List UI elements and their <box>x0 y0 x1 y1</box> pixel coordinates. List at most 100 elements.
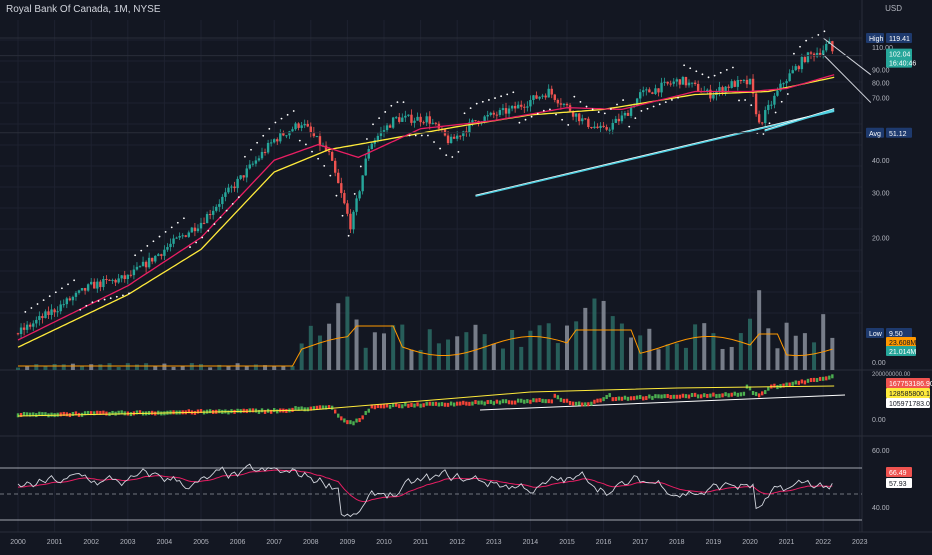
candle-body <box>687 82 691 86</box>
psar-dot <box>183 217 185 220</box>
psar-dot <box>286 113 289 116</box>
sentiment-candle <box>25 412 29 417</box>
psar-dot <box>317 157 320 160</box>
sentiment-candle <box>38 411 41 416</box>
volume-bar <box>308 325 313 370</box>
psar-dot <box>396 101 399 103</box>
candle-body <box>266 142 270 153</box>
sentiment-candle <box>724 392 727 397</box>
candle-body <box>135 266 139 270</box>
psar-dot <box>701 73 704 76</box>
candle-body <box>254 160 258 164</box>
candle-body <box>602 125 605 128</box>
candle-body <box>727 86 730 88</box>
candle-body <box>160 254 163 256</box>
psar-dot <box>433 141 435 143</box>
x-axis-tick: 2012 <box>449 539 465 546</box>
sentiment-candle <box>501 399 505 404</box>
sentiment-candle <box>208 409 212 414</box>
sentiment-candle <box>715 394 718 399</box>
rsi-badge-white: 57.93 <box>889 481 907 488</box>
sentiment-candle <box>773 383 776 388</box>
psar-dot <box>85 304 88 307</box>
volume-bar <box>134 364 139 370</box>
candle-body <box>501 108 505 111</box>
candle-body <box>102 279 105 288</box>
volume-bar <box>683 347 688 370</box>
sentiment-candle <box>761 391 764 396</box>
candle-body <box>239 175 242 179</box>
candle-body <box>492 112 495 115</box>
sentiment-candle <box>105 411 108 416</box>
candle-body <box>767 104 770 111</box>
psar-dot <box>463 112 466 115</box>
sentiment-candle <box>532 398 535 403</box>
volume-bar <box>171 366 176 370</box>
psar-dot <box>158 235 161 238</box>
candle-body <box>349 213 352 230</box>
candle-body <box>596 126 599 128</box>
volume-bar <box>555 343 560 370</box>
sentiment-candle <box>410 402 413 407</box>
psar-dot <box>774 111 777 114</box>
sentiment-candle <box>428 401 431 406</box>
candle-body <box>306 123 309 127</box>
candle-body <box>456 135 459 139</box>
sentiment-candle <box>559 397 563 402</box>
sentiment-candle <box>693 392 697 397</box>
psar-dot <box>323 164 326 167</box>
psar-dot <box>146 245 149 247</box>
candle-body <box>147 257 151 268</box>
volume-bar <box>281 365 286 370</box>
volume-bar <box>757 290 762 370</box>
sentiment-candle <box>297 406 300 411</box>
psar-dot <box>42 299 45 302</box>
volume-bar <box>162 363 167 370</box>
sentiment-candle <box>294 406 297 411</box>
volume-bar <box>720 348 725 370</box>
psar-dot <box>457 150 460 153</box>
psar-dot <box>97 300 100 302</box>
candle-body <box>486 114 489 117</box>
volume-bar <box>464 332 469 370</box>
candle-body <box>260 151 264 159</box>
psar-dot <box>201 236 204 239</box>
candle-body <box>565 103 569 106</box>
sentiment-candle <box>654 394 657 399</box>
psar-dot <box>768 122 771 125</box>
volume-bar <box>125 363 130 370</box>
sentiment-candle <box>706 393 709 398</box>
rsi-line <box>17 463 833 518</box>
sentiment-candle <box>193 410 197 415</box>
volume-bar <box>537 325 542 370</box>
sentiment-candle <box>303 407 306 412</box>
psar-dot <box>817 34 820 36</box>
sentiment-candle <box>587 402 590 407</box>
volume-bar <box>729 346 734 370</box>
psar-dot <box>799 45 801 48</box>
volume-bar <box>25 366 30 370</box>
countdown-badge: 16:40:46 <box>889 61 916 68</box>
sentiment-candle <box>465 401 468 406</box>
volume-bar <box>436 343 441 370</box>
x-axis-tick: 2004 <box>157 539 173 546</box>
psar-dot <box>738 99 740 102</box>
sentiment-candle <box>520 398 523 403</box>
candle-body <box>218 204 221 207</box>
psar-dot <box>250 148 252 151</box>
candle-body <box>86 284 90 291</box>
sentiment-candle <box>248 408 251 413</box>
candle-body <box>718 87 721 92</box>
sentiment-candle <box>62 411 65 416</box>
sentiment-candle <box>825 376 828 381</box>
psar-dot <box>213 223 216 225</box>
sentiment-candle <box>812 377 816 382</box>
psar-dot <box>244 155 246 158</box>
volume-bar <box>784 322 789 370</box>
candle-body <box>693 82 697 84</box>
candle-body <box>614 118 617 123</box>
psar-dot <box>30 307 33 309</box>
candle-body <box>227 187 230 193</box>
candle-body <box>483 116 486 123</box>
